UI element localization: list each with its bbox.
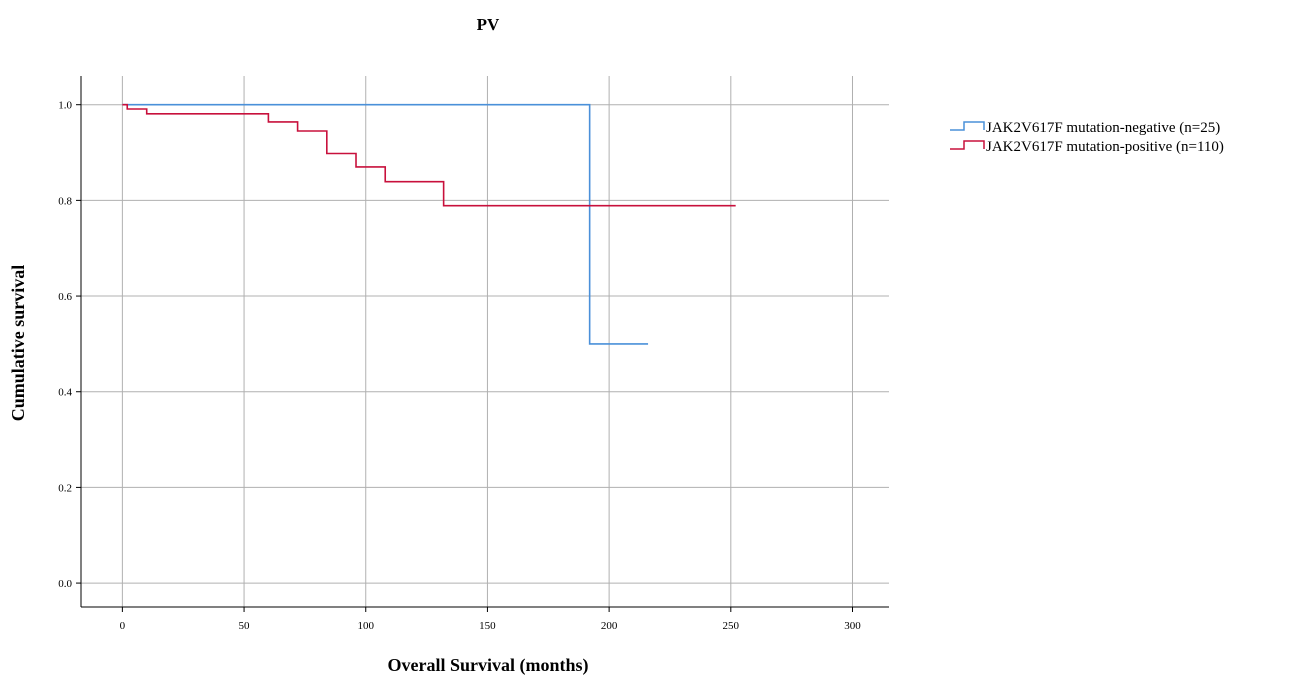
legend-swatch (950, 121, 985, 131)
x-tick-label: 50 (239, 620, 251, 632)
series-lines (122, 103, 736, 345)
y-tick-label: 0.2 (58, 482, 72, 494)
x-tick-label: 200 (601, 620, 618, 632)
x-axis-ticks: 0 50 100 150 200 250 300 (120, 607, 861, 632)
y-axis-ticks: 0.0 0.2 0.4 0.6 0.8 1.0 (58, 100, 81, 590)
y-tick-label: 1.0 (58, 100, 72, 112)
grid (81, 76, 889, 607)
y-tick-label: 0.8 (58, 195, 72, 207)
legend-swatch (950, 140, 985, 150)
x-tick-label: 300 (844, 620, 861, 632)
legend: JAK2V617F mutation-negative (n=25) JAK2V6… (950, 120, 1224, 155)
y-tick-label: 0.0 (58, 578, 72, 590)
legend-item: JAK2V617F mutation-negative (n=25) (950, 120, 1220, 136)
y-axis-title: Cumulative survival (8, 265, 28, 422)
x-tick-label: 100 (357, 620, 374, 632)
y-tick-label: 0.6 (58, 291, 72, 303)
series-line-1 (122, 103, 649, 345)
legend-label: JAK2V617F mutation-positive (n=110) (986, 139, 1224, 155)
legend-item: JAK2V617F mutation-positive (n=110) (950, 139, 1224, 155)
x-axis-title: Overall Survival (months) (388, 655, 589, 676)
legend-label: JAK2V617F mutation-negative (n=25) (986, 120, 1220, 136)
axes (80, 76, 889, 608)
y-tick-label: 0.4 (58, 387, 72, 399)
x-tick-label: 150 (479, 620, 496, 632)
series-line-2 (122, 103, 736, 207)
x-tick-label: 250 (723, 620, 740, 632)
x-tick-label: 0 (120, 620, 126, 632)
chart-title: PV (477, 15, 500, 34)
